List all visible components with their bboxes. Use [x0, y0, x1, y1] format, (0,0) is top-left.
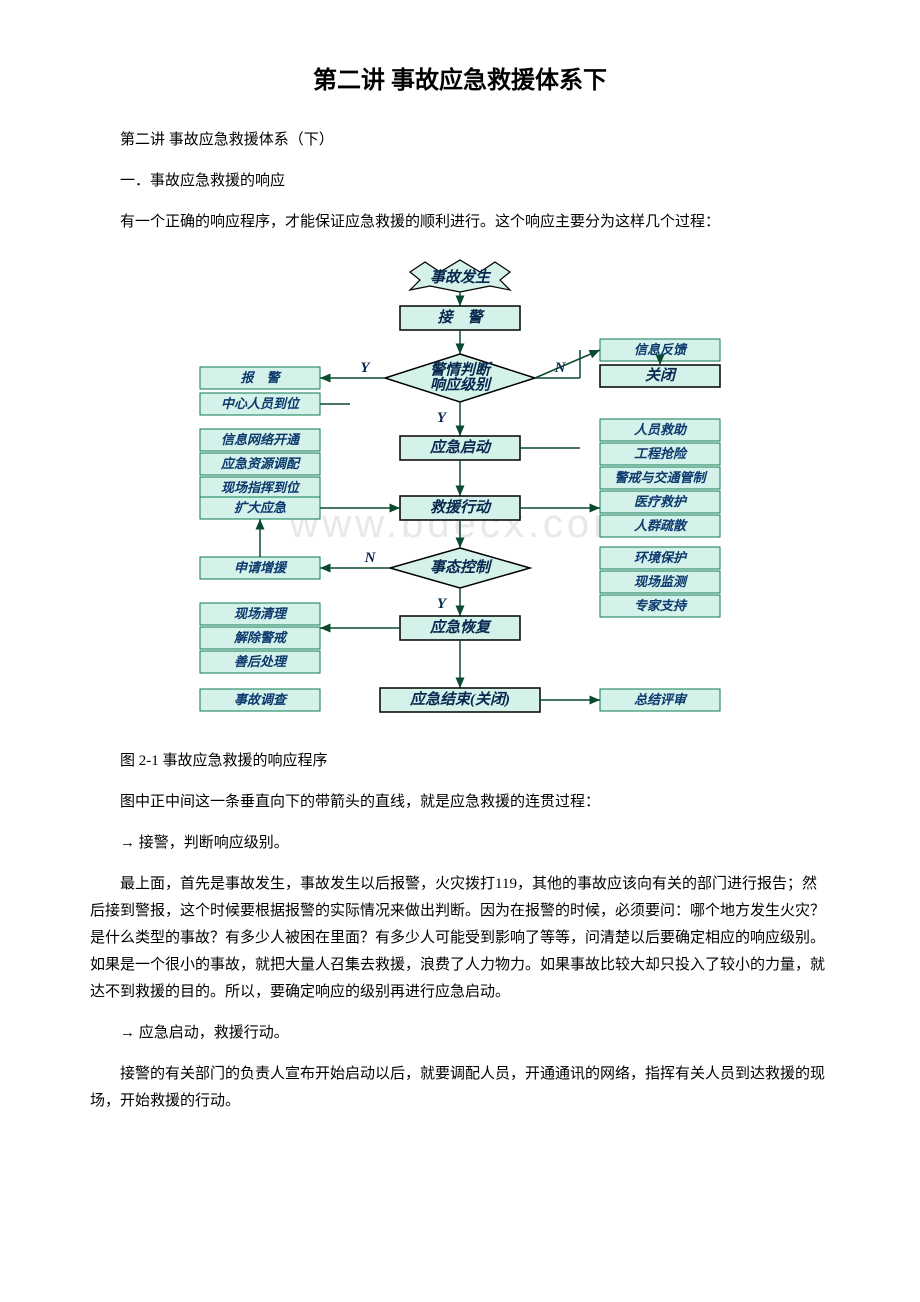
svg-text:总结评审: 总结评审 — [634, 692, 688, 707]
body-paragraph: → 接警，判断响应级别。 — [90, 830, 830, 857]
svg-text:专家支持: 专家支持 — [634, 598, 688, 613]
svg-text:救援行动: 救援行动 — [430, 499, 492, 516]
body-paragraph: → 应急启动，救援行动。 — [90, 1020, 830, 1047]
svg-text:申请增援: 申请增援 — [234, 560, 288, 575]
svg-text:现场监测: 现场监测 — [634, 574, 689, 589]
svg-text:接 警: 接 警 — [437, 309, 485, 326]
svg-text:应急资源调配: 应急资源调配 — [220, 456, 302, 471]
svg-text:响应级别: 响应级别 — [430, 376, 493, 394]
svg-text:Y: Y — [437, 410, 448, 426]
svg-text:应急启动: 应急启动 — [429, 438, 492, 456]
svg-text:现场指挥到位: 现场指挥到位 — [221, 480, 301, 495]
svg-text:善后处理: 善后处理 — [234, 654, 288, 669]
page-title: 第二讲 事故应急救援体系下 — [90, 60, 830, 103]
svg-text:事故发生: 事故发生 — [430, 269, 492, 286]
intro-paragraph: 有一个正确的响应程序，才能保证应急救援的顺利进行。这个响应主要分为这样几个过程： — [90, 209, 830, 236]
svg-text:事态控制: 事态控制 — [430, 559, 493, 576]
svg-text:现场清理: 现场清理 — [234, 606, 288, 621]
svg-text:信息网络开通: 信息网络开通 — [221, 432, 301, 447]
body-paragraph: 图中正中间这一条垂直向下的带箭头的直线，就是应急救援的连贯过程： — [90, 789, 830, 816]
svg-text:报 警: 报 警 — [240, 370, 282, 385]
svg-text:警情判断: 警情判断 — [430, 362, 493, 379]
svg-text:N: N — [364, 550, 377, 566]
flowchart-container: www.bdecx.com 事故发生接 警警情判断响应级别YNY应急启动救援行动… — [90, 250, 830, 740]
svg-text:N: N — [554, 360, 567, 376]
svg-text:应急恢复: 应急恢复 — [429, 618, 492, 636]
svg-text:扩大应急: 扩大应急 — [234, 500, 286, 515]
svg-text:环境保护: 环境保护 — [634, 550, 688, 565]
svg-text:事故调查: 事故调查 — [234, 692, 288, 707]
body-paragraph: 最上面，首先是事故发生，事故发生以后报警，火灾拨打119，其他的事故应该向有关的… — [90, 871, 830, 1006]
svg-text:解除警戒: 解除警戒 — [233, 630, 288, 645]
svg-text:应急结束(关闭): 应急结束(关闭) — [409, 690, 510, 708]
svg-text:关闭: 关闭 — [645, 367, 678, 384]
svg-text:Y: Y — [360, 360, 371, 376]
svg-text:警戒与交通管制: 警戒与交通管制 — [614, 470, 708, 485]
svg-text:人员救助: 人员救助 — [634, 422, 688, 437]
svg-text:医疗救护: 医疗救护 — [634, 494, 688, 509]
figure-caption: 图 2-1 事故应急救援的响应程序 — [90, 748, 830, 775]
svg-text:人群疏散: 人群疏散 — [634, 518, 688, 533]
svg-text:信息反馈: 信息反馈 — [634, 342, 688, 357]
section-heading: 一．事故应急救援的响应 — [90, 168, 830, 195]
svg-text:Y: Y — [437, 596, 448, 612]
flowchart-svg: 事故发生接 警警情判断响应级别 Y N Y 应急启动救援行动事态控制 N Y 应急恢复应急结束… — [180, 250, 740, 740]
svg-text:中心人员到位: 中心人员到位 — [221, 396, 301, 411]
svg-text:工程抢险: 工程抢险 — [634, 446, 688, 461]
subtitle: 第二讲 事故应急救援体系（下） — [90, 127, 830, 154]
body-paragraph: 接警的有关部门的负责人宣布开始启动以后，就要调配人员，开通通讯的网络，指挥有关人… — [90, 1061, 830, 1115]
